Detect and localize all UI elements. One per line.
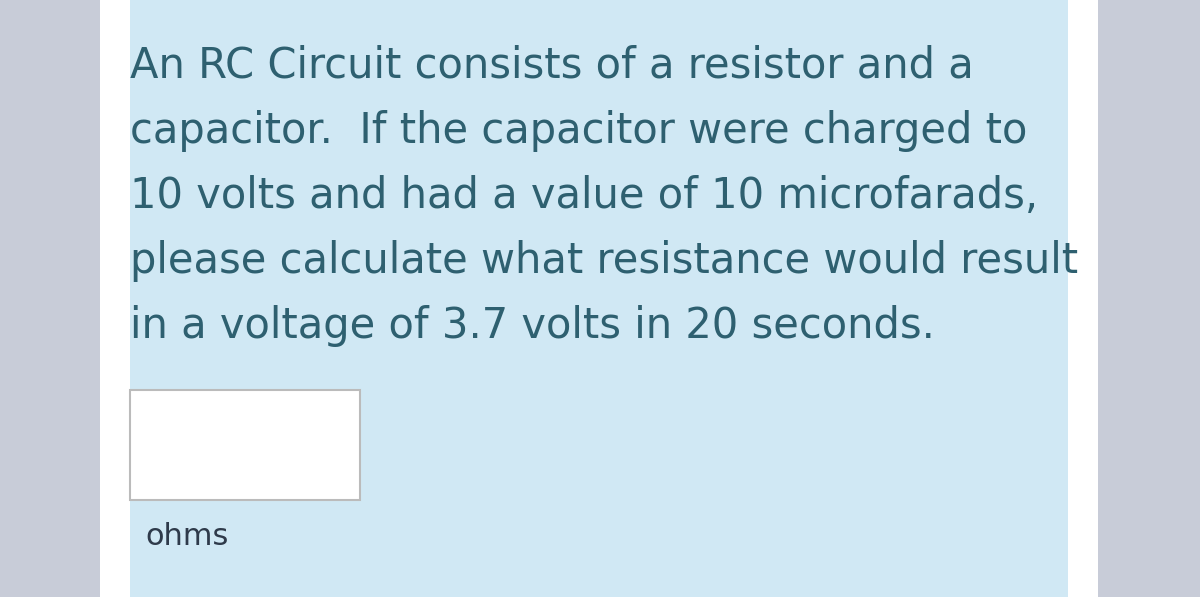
Bar xyxy=(100,0,130,597)
Bar xyxy=(130,390,360,500)
Text: in a voltage of 3.7 volts in 20 seconds.: in a voltage of 3.7 volts in 20 seconds. xyxy=(130,305,935,347)
Bar xyxy=(0,0,100,597)
Bar xyxy=(1068,0,1098,597)
Text: 10 volts and had a value of 10 microfarads,: 10 volts and had a value of 10 microfara… xyxy=(130,175,1038,217)
Text: An RC Circuit consists of a resistor and a: An RC Circuit consists of a resistor and… xyxy=(130,45,973,87)
Text: capacitor.  If the capacitor were charged to: capacitor. If the capacitor were charged… xyxy=(130,110,1027,152)
Bar xyxy=(1098,0,1200,597)
Text: please calculate what resistance would result: please calculate what resistance would r… xyxy=(130,240,1078,282)
Text: ohms: ohms xyxy=(145,522,228,551)
